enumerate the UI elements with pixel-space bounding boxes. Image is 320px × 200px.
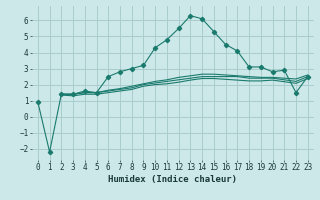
X-axis label: Humidex (Indice chaleur): Humidex (Indice chaleur) <box>108 175 237 184</box>
